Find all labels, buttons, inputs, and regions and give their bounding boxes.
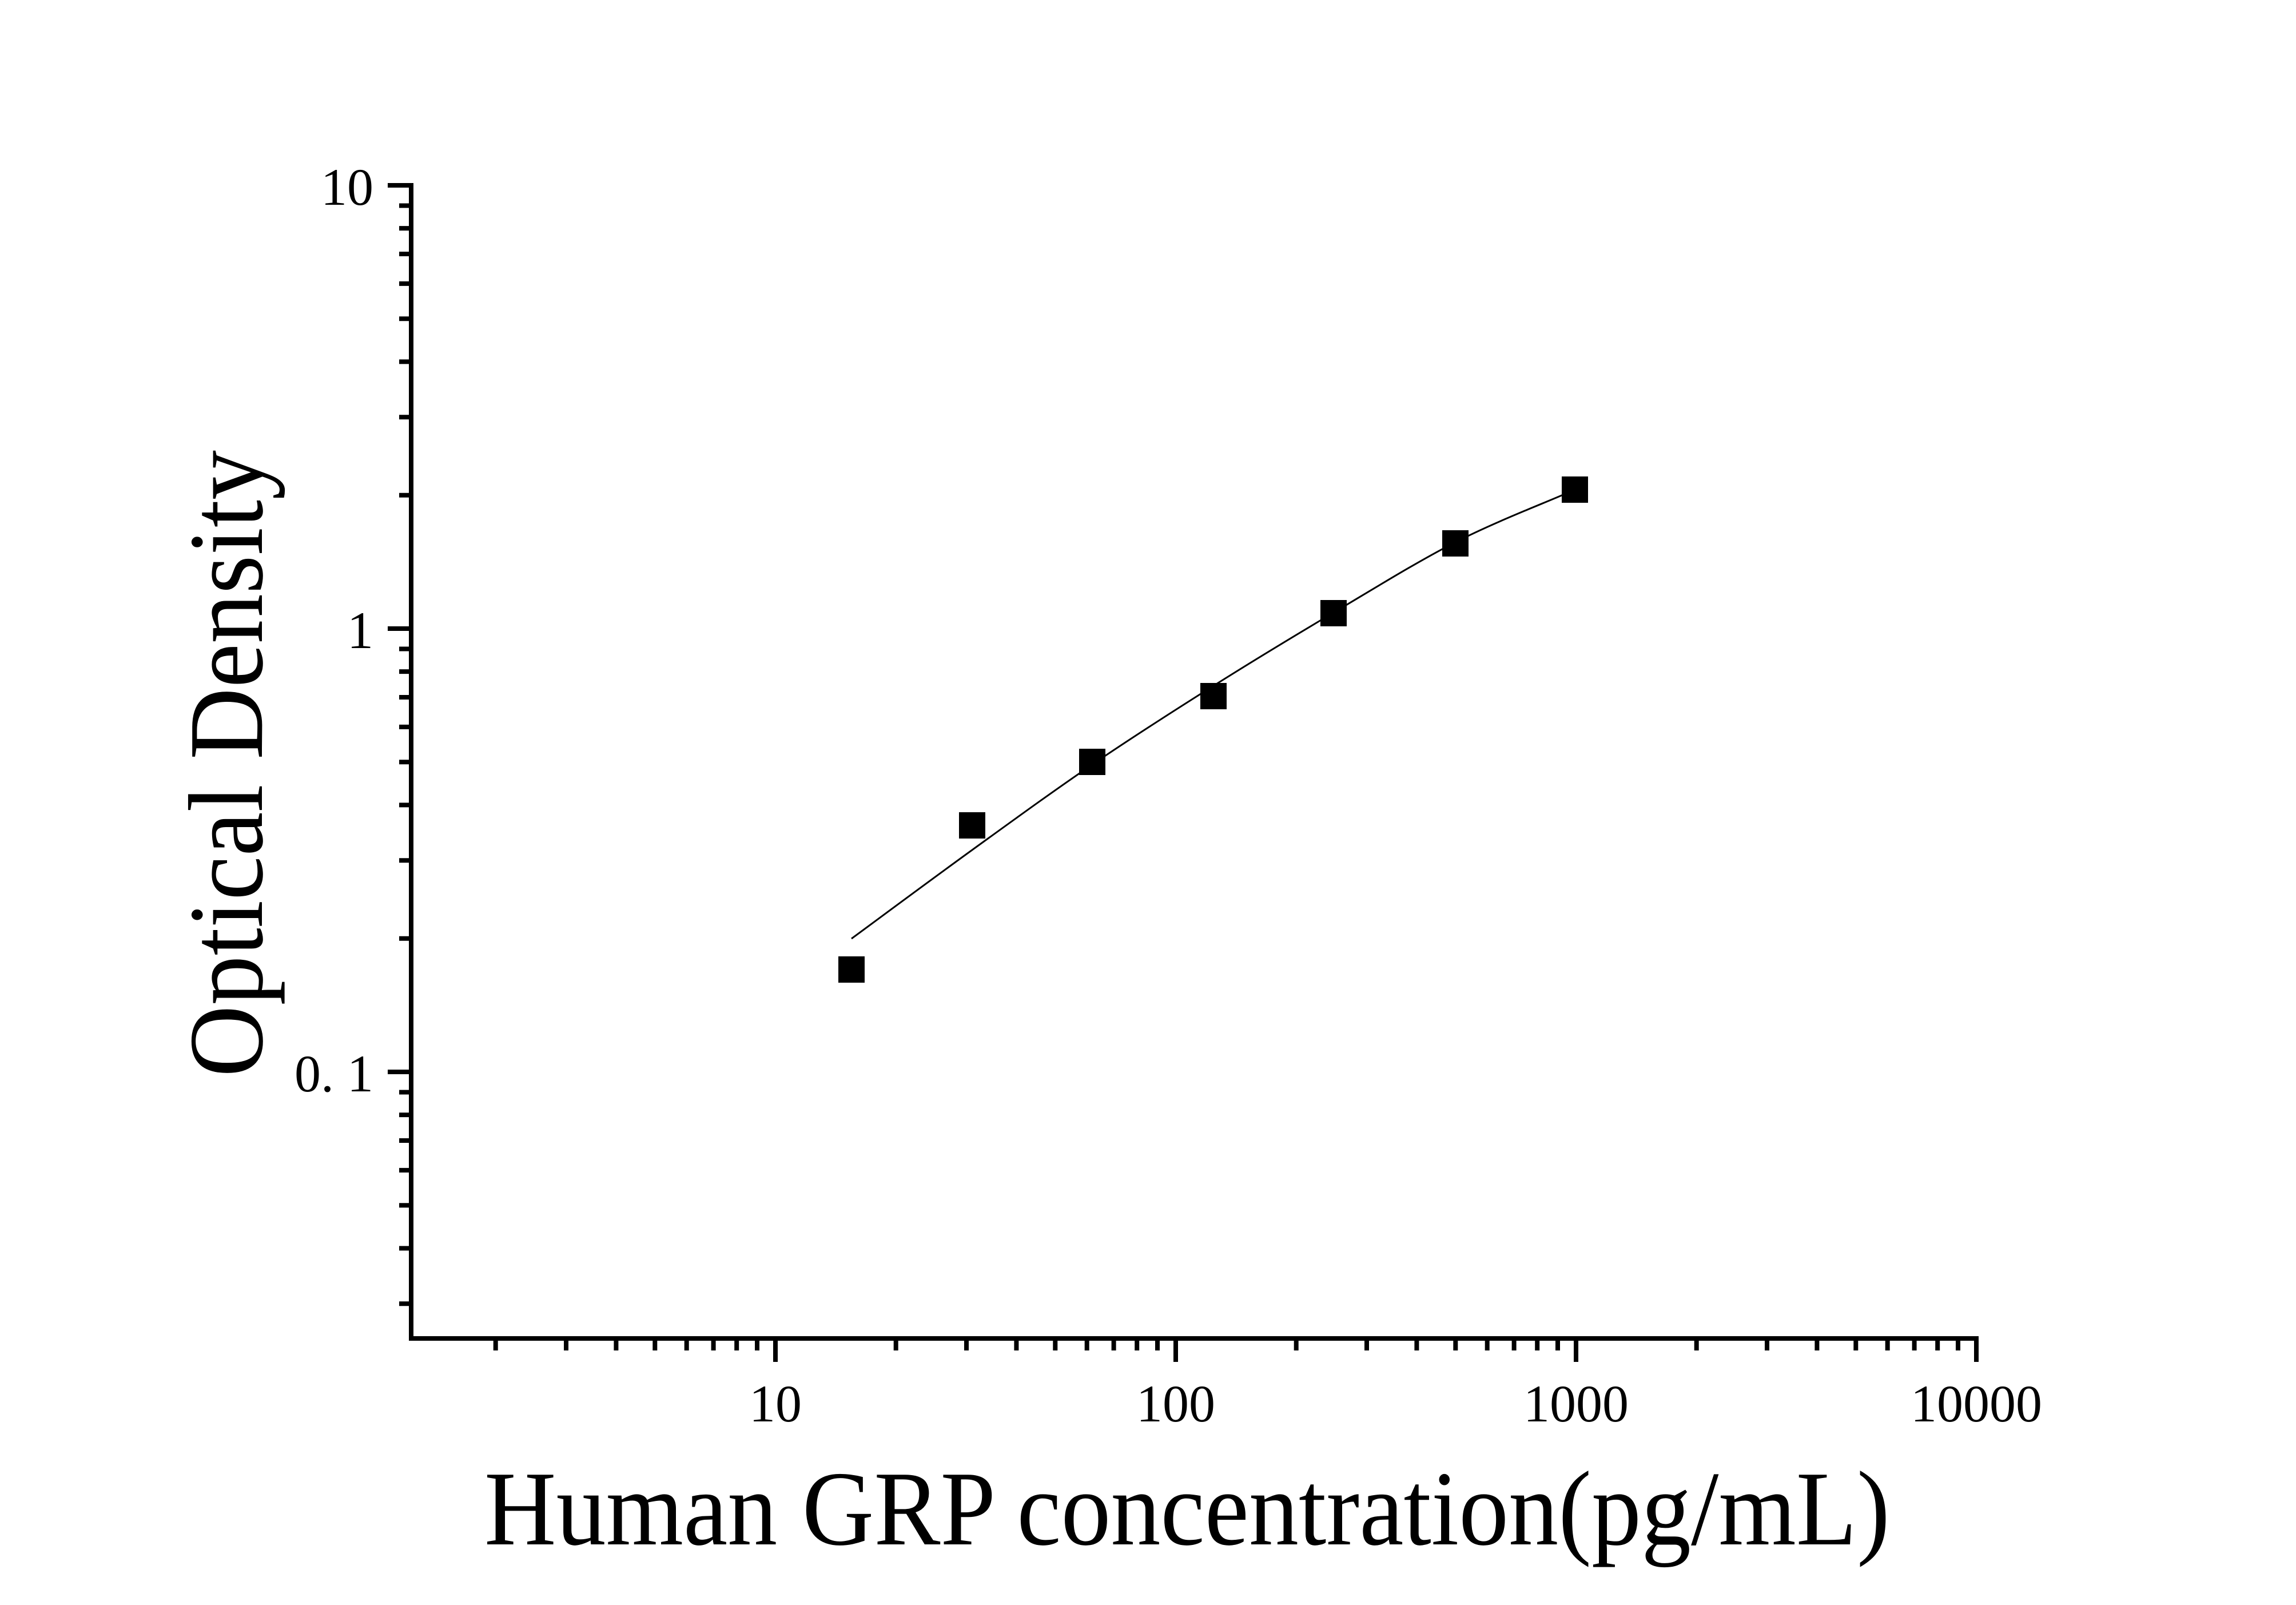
svg-text:10: 10 bbox=[321, 158, 373, 216]
svg-text:Optical Density: Optical Density bbox=[168, 450, 285, 1077]
svg-text:1: 1 bbox=[347, 601, 373, 660]
svg-text:10000: 10000 bbox=[1911, 1374, 2042, 1433]
svg-text:100: 100 bbox=[1136, 1374, 1215, 1433]
svg-text:1000: 1000 bbox=[1523, 1374, 1629, 1433]
svg-text:0. 1: 0. 1 bbox=[295, 1044, 373, 1103]
svg-text:10: 10 bbox=[749, 1374, 802, 1433]
svg-text:Human GRP concentration(pg/mL): Human GRP concentration(pg/mL) bbox=[484, 1450, 1890, 1568]
